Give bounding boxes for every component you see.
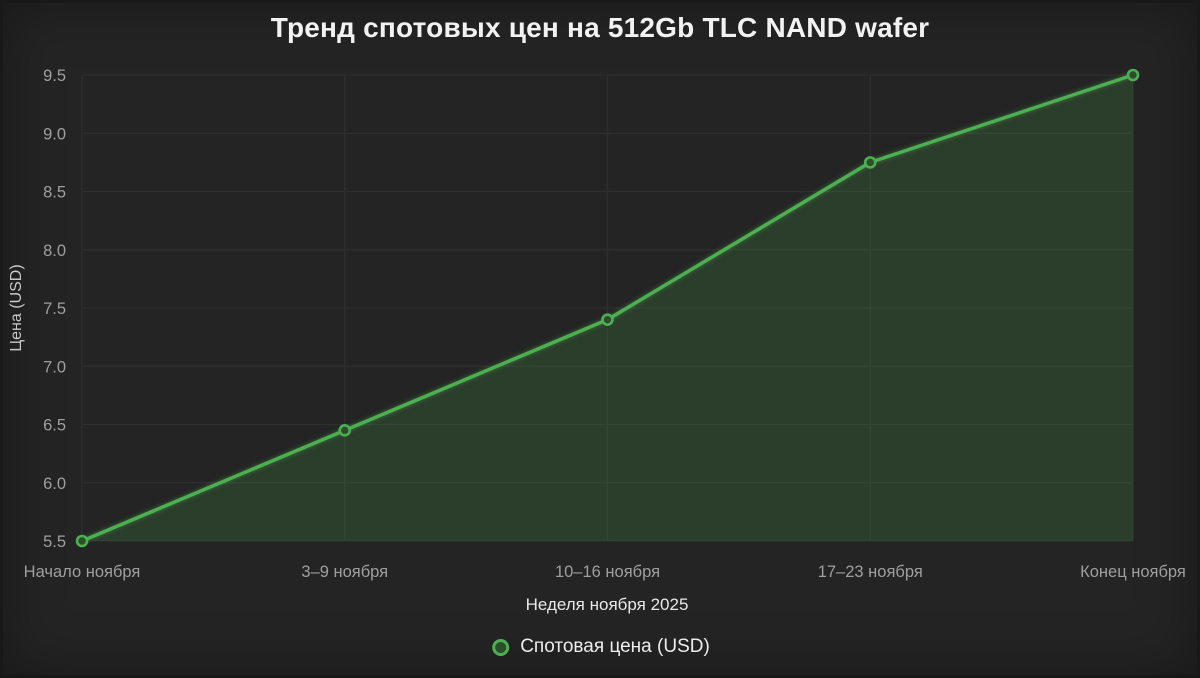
data-point-marker[interactable] bbox=[863, 156, 877, 169]
y-axis-title: Цена (USD) bbox=[8, 264, 25, 352]
x-tick-label: Начало ноября bbox=[24, 563, 141, 581]
data-point-marker[interactable] bbox=[338, 424, 352, 437]
y-tick-label: 7.5 bbox=[43, 300, 66, 318]
y-tick-label: 9.5 bbox=[43, 67, 66, 85]
legend-label: Спотовая цена (USD) bbox=[520, 636, 710, 657]
x-tick-label: 17–23 ноября bbox=[818, 563, 923, 581]
y-tick-label: 5.5 bbox=[43, 533, 66, 551]
chart-title: Тренд спотовых цен на 512Gb TLC NAND waf… bbox=[270, 12, 930, 43]
y-tick-label: 8.5 bbox=[43, 184, 66, 202]
y-tick-label: 8.0 bbox=[43, 242, 66, 260]
y-tick-label: 7.0 bbox=[43, 358, 66, 376]
circle-marker-icon bbox=[492, 638, 510, 656]
x-axis-title: Неделя ноября 2025 bbox=[525, 595, 689, 614]
y-tick-label: 9.0 bbox=[43, 125, 66, 143]
legend-item-spot-price[interactable]: Спотовая цена (USD) bbox=[492, 636, 710, 658]
data-point-marker[interactable] bbox=[1126, 68, 1140, 82]
x-tick-label: Конец ноября bbox=[1080, 563, 1186, 581]
data-point-marker[interactable] bbox=[601, 313, 614, 326]
x-tick-label: 3–9 ноября bbox=[301, 563, 388, 581]
y-tick-label: 6.5 bbox=[43, 417, 66, 435]
series-area bbox=[82, 75, 1133, 541]
x-tick-label: 10–16 ноября bbox=[555, 563, 660, 581]
y-tick-label: 6.0 bbox=[43, 475, 66, 493]
data-point-marker[interactable] bbox=[75, 534, 89, 548]
